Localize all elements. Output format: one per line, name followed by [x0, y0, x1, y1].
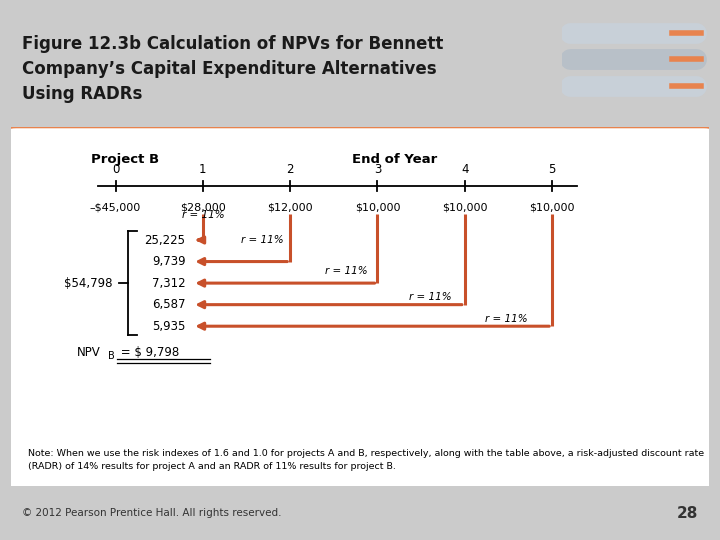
- Text: B: B: [108, 352, 114, 361]
- Text: $10,000: $10,000: [442, 202, 487, 213]
- Text: 5,935: 5,935: [152, 320, 186, 333]
- Text: 5: 5: [549, 163, 556, 176]
- Text: 2: 2: [287, 163, 294, 176]
- Text: $54,798: $54,798: [64, 276, 113, 289]
- Text: Project B: Project B: [91, 153, 159, 166]
- Text: Note: When we use the risk indexes of 1.6 and 1.0 for projects A and B, respecti: Note: When we use the risk indexes of 1.…: [28, 449, 704, 471]
- Text: r = 11%: r = 11%: [485, 314, 528, 324]
- Text: 3: 3: [374, 163, 381, 176]
- Text: –$45,000: –$45,000: [90, 202, 141, 213]
- Text: 9,739: 9,739: [152, 255, 186, 268]
- Text: © 2012 Pearson Prentice Hall. All rights reserved.: © 2012 Pearson Prentice Hall. All rights…: [22, 508, 281, 518]
- Text: = $ 9,798: = $ 9,798: [117, 346, 179, 359]
- Text: $10,000: $10,000: [529, 202, 575, 213]
- Text: $12,000: $12,000: [267, 202, 313, 213]
- Text: r = 11%: r = 11%: [181, 210, 224, 220]
- Text: 6,587: 6,587: [152, 298, 186, 311]
- Text: r = 11%: r = 11%: [241, 235, 284, 245]
- Text: 7,312: 7,312: [152, 276, 186, 289]
- Text: $10,000: $10,000: [355, 202, 400, 213]
- Text: r = 11%: r = 11%: [408, 293, 451, 302]
- FancyBboxPatch shape: [2, 127, 718, 490]
- Text: 25,225: 25,225: [145, 233, 186, 247]
- Text: 28: 28: [677, 505, 698, 521]
- Text: 1: 1: [199, 163, 207, 176]
- Text: r = 11%: r = 11%: [325, 266, 367, 275]
- Text: 4: 4: [461, 163, 469, 176]
- Text: $28,000: $28,000: [180, 202, 226, 213]
- Text: NPV: NPV: [77, 346, 101, 359]
- Text: 0: 0: [112, 163, 120, 176]
- Text: Figure 12.3b Calculation of NPVs for Bennett
Company’s Capital Expenditure Alter: Figure 12.3b Calculation of NPVs for Ben…: [22, 35, 444, 103]
- Text: End of Year: End of Year: [352, 153, 438, 166]
